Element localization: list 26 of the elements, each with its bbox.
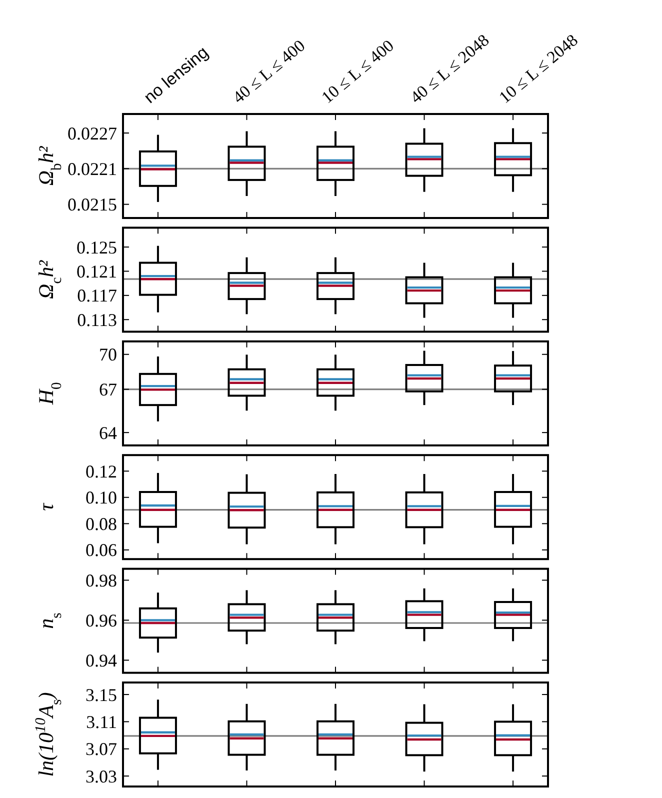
y-tick-label: 64 bbox=[99, 422, 117, 443]
x-tick-label: 10 ≤ L ≤ 2048 bbox=[495, 30, 582, 108]
x-tick-label: 40 ≤ L ≤ 400 bbox=[229, 36, 309, 108]
y-tick-label: 3.03 bbox=[86, 766, 117, 786]
y-tick-label: 70 bbox=[99, 344, 117, 365]
y-tick-label: 0.121 bbox=[76, 262, 117, 282]
y-tick-label: 0.12 bbox=[86, 461, 117, 482]
y-tick-label: 3.07 bbox=[86, 739, 117, 760]
y-tick-label: 0.117 bbox=[77, 286, 117, 306]
y-tick-label: 0.0221 bbox=[68, 158, 117, 179]
y-tick-label: 0.125 bbox=[76, 237, 117, 258]
y-tick-label: 0.113 bbox=[77, 310, 117, 330]
y-tick-label: 67 bbox=[99, 380, 117, 400]
y-tick-label: 3.11 bbox=[86, 712, 117, 732]
y-tick-label: 0.06 bbox=[86, 540, 117, 560]
y-tick-label: 0.98 bbox=[86, 570, 117, 590]
y-tick-label: 0.0215 bbox=[68, 194, 117, 215]
y-axis-title: τ bbox=[34, 502, 58, 511]
x-tick-label: 10 ≤ L ≤ 400 bbox=[318, 36, 398, 108]
y-tick-label: 3.15 bbox=[86, 684, 117, 705]
y-tick-label: 0.94 bbox=[86, 650, 117, 670]
y-tick-label: 0.0227 bbox=[68, 123, 117, 144]
y-tick-label: 0.10 bbox=[86, 488, 117, 508]
y-tick-label: 0.08 bbox=[86, 514, 117, 534]
y-tick-label: 0.96 bbox=[86, 610, 117, 630]
x-tick-label: 40 ≤ L ≤ 2048 bbox=[406, 30, 493, 108]
